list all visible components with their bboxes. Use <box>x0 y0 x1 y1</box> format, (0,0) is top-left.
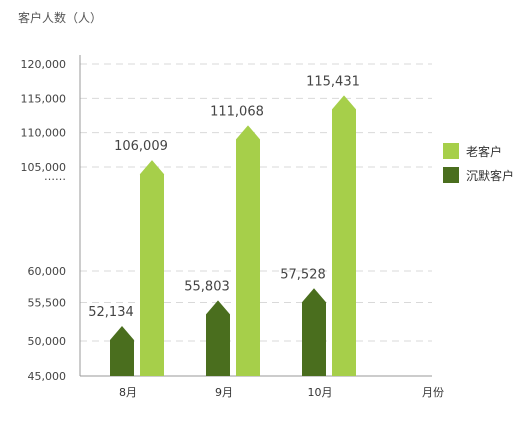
x-axis-label: 月份 <box>422 386 444 399</box>
bar <box>236 125 260 376</box>
data-label: 111,068 <box>210 104 264 119</box>
bar <box>302 288 326 376</box>
y-tick-label: 115,000 <box>21 92 67 105</box>
legend-label: 沉默客户 <box>466 168 514 183</box>
data-label: 115,431 <box>306 74 360 89</box>
legend-swatch <box>443 167 459 183</box>
data-label: 106,009 <box>114 139 168 154</box>
y-axis-break-label: …… <box>44 170 66 183</box>
bar <box>332 95 356 376</box>
bar <box>206 300 230 376</box>
x-tick-label: 10月 <box>308 386 333 399</box>
y-axis-label: 客户人数（人） <box>18 10 102 25</box>
bar <box>140 160 164 376</box>
y-axis-ticks: 45,000 50,000 55,500 60,000 105,000 110,000 11… <box>21 58 67 383</box>
y-tick-label: 45,000 <box>28 370 67 383</box>
legend-label: 老客户 <box>466 144 502 159</box>
data-label: 55,803 <box>184 279 230 294</box>
y-tick-label: 120,000 <box>21 58 67 71</box>
x-tick-label: 9月 <box>215 386 233 399</box>
bars <box>110 95 356 376</box>
y-tick-label: 55,500 <box>28 297 67 310</box>
data-label: 52,134 <box>88 305 134 320</box>
x-tick-label: 8月 <box>119 386 137 399</box>
gridlines <box>80 63 432 342</box>
y-tick-label: 110,000 <box>21 127 67 140</box>
legend-swatch <box>443 143 459 159</box>
y-tick-label: 105,000 <box>21 161 67 174</box>
bar <box>110 326 134 376</box>
x-axis-categories: 8月 9月 10月 <box>119 386 333 399</box>
value-labels: 52,134 106,009 55,803 111,068 57,528 115,431 <box>88 74 360 320</box>
y-tick-label: 50,000 <box>28 335 67 348</box>
y-tick-label: 60,000 <box>28 265 67 278</box>
data-label: 57,528 <box>280 267 326 282</box>
